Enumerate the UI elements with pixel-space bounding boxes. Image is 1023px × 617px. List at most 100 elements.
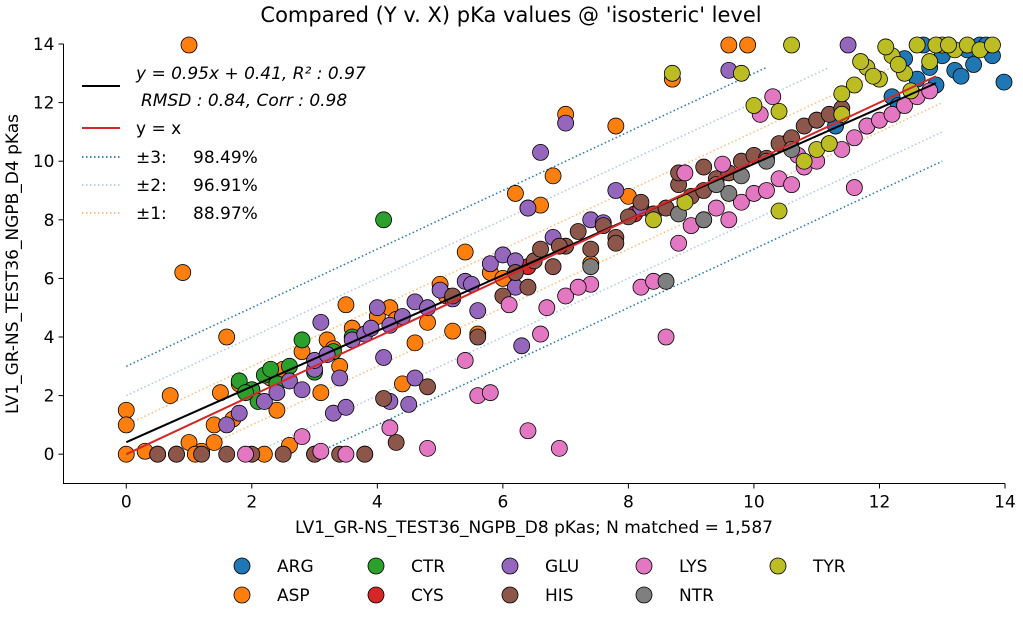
- point-lys: [312, 442, 330, 460]
- band-line-plus-3: [125, 66, 767, 367]
- point-his: [356, 445, 374, 463]
- legend-band-label: ±2:: [136, 176, 167, 196]
- point-asp: [161, 387, 179, 405]
- point-his: [632, 193, 650, 211]
- point-glu: [368, 299, 386, 317]
- point-tyr: [833, 85, 851, 103]
- point-lys: [293, 428, 311, 446]
- y-tick-label: 8: [44, 211, 55, 231]
- point-lys: [758, 182, 775, 199]
- legend-label-tyr: TYR: [812, 557, 846, 577]
- y-ticks: 0 2 4 6 8 10 12 14: [33, 35, 64, 465]
- point-lys: [670, 234, 688, 252]
- point-his: [274, 445, 292, 463]
- point-tyr: [877, 38, 895, 56]
- x-ticks: 0 2 4 6 8 10 12 14: [121, 483, 1016, 513]
- point-glu: [230, 404, 248, 422]
- fit-line: [125, 82, 937, 444]
- band-line-plus-1: [125, 66, 893, 426]
- point-lys: [676, 164, 694, 182]
- point-lys: [783, 176, 800, 194]
- point-tyr: [845, 76, 863, 94]
- point-his: [569, 223, 587, 240]
- x-tick-label: 2: [246, 493, 257, 513]
- band-line-minus-3: [314, 160, 943, 455]
- point-lys: [720, 211, 738, 229]
- point-ntr: [657, 272, 675, 290]
- legend-marker-asp: [233, 586, 251, 604]
- point-glu: [406, 369, 424, 387]
- point-tyr: [770, 202, 788, 220]
- legend-marker-ctr: [367, 557, 385, 575]
- point-his: [519, 278, 537, 296]
- point-ntr: [720, 185, 738, 202]
- point-lys: [550, 439, 568, 457]
- legend-label-asp: ASP: [277, 586, 310, 606]
- point-glu: [331, 369, 349, 387]
- point-asp: [117, 416, 135, 434]
- point-lys: [707, 199, 725, 217]
- band-line-minus-1: [188, 101, 943, 455]
- point-his: [469, 328, 487, 346]
- point-lys: [657, 328, 675, 346]
- point-tyr: [645, 211, 662, 229]
- plot-area: [117, 36, 1013, 463]
- legend-label-glu: GLU: [545, 557, 579, 577]
- point-asp: [739, 36, 757, 54]
- legend-band-label: ±3:: [136, 148, 167, 168]
- point-asp: [268, 401, 286, 419]
- legend-bands: ±3: 98.49% ±2: 96.91% ±1: 88.97%: [82, 148, 258, 224]
- legend-identity-label: y = x: [136, 119, 181, 139]
- point-glu: [312, 313, 330, 331]
- y-tick-label: 2: [44, 387, 55, 407]
- point-asp: [218, 328, 236, 346]
- point-lys: [237, 445, 254, 463]
- x-tick-label: 8: [623, 493, 634, 513]
- point-glu: [293, 381, 311, 399]
- point-tyr: [820, 135, 838, 153]
- point-glu: [218, 416, 236, 434]
- point-tyr: [852, 53, 870, 70]
- point-his: [607, 234, 625, 252]
- point-asp: [406, 334, 424, 352]
- point-glu: [255, 393, 273, 410]
- point-arg: [952, 67, 970, 85]
- point-glu: [839, 36, 857, 54]
- point-lys: [538, 299, 556, 317]
- point-lys: [500, 296, 518, 314]
- point-tyr: [864, 67, 882, 85]
- point-asp: [117, 401, 135, 419]
- y-tick-label: 0: [44, 445, 55, 465]
- y-tick-label: 14: [33, 35, 55, 55]
- legend-label-cys: CYS: [411, 586, 444, 606]
- legend-band-percent: 98.49%: [193, 148, 258, 168]
- y-tick-label: 4: [44, 328, 55, 348]
- point-his: [532, 240, 549, 258]
- point-tyr: [783, 36, 800, 54]
- x-tick-label: 12: [869, 493, 891, 513]
- band-line-plus-2: [125, 66, 830, 397]
- point-his: [168, 445, 185, 463]
- point-lys: [845, 179, 863, 196]
- point-ntr: [582, 258, 600, 276]
- point-glu: [607, 182, 625, 199]
- point-lys: [481, 384, 499, 402]
- legend-band-percent: 96.91%: [193, 176, 258, 196]
- point-lys: [519, 422, 537, 440]
- point-glu: [481, 255, 499, 273]
- point-asp: [180, 36, 198, 54]
- legend-band-percent: 88.97%: [193, 204, 258, 224]
- legend-marker-cys: [367, 586, 385, 604]
- y-axis-label: LV1_GR-NS_TEST36_NGPB_D4 pKas: [3, 114, 23, 414]
- legend-marker-glu: [501, 557, 519, 575]
- point-glu: [519, 199, 537, 217]
- x-tick-label: 6: [497, 493, 508, 513]
- y-tick-label: 12: [33, 94, 55, 114]
- point-glu: [557, 114, 575, 132]
- point-asp: [444, 322, 462, 340]
- point-glu: [400, 395, 418, 413]
- point-asp: [174, 264, 192, 281]
- point-asp: [544, 167, 562, 185]
- point-tyr: [908, 36, 926, 54]
